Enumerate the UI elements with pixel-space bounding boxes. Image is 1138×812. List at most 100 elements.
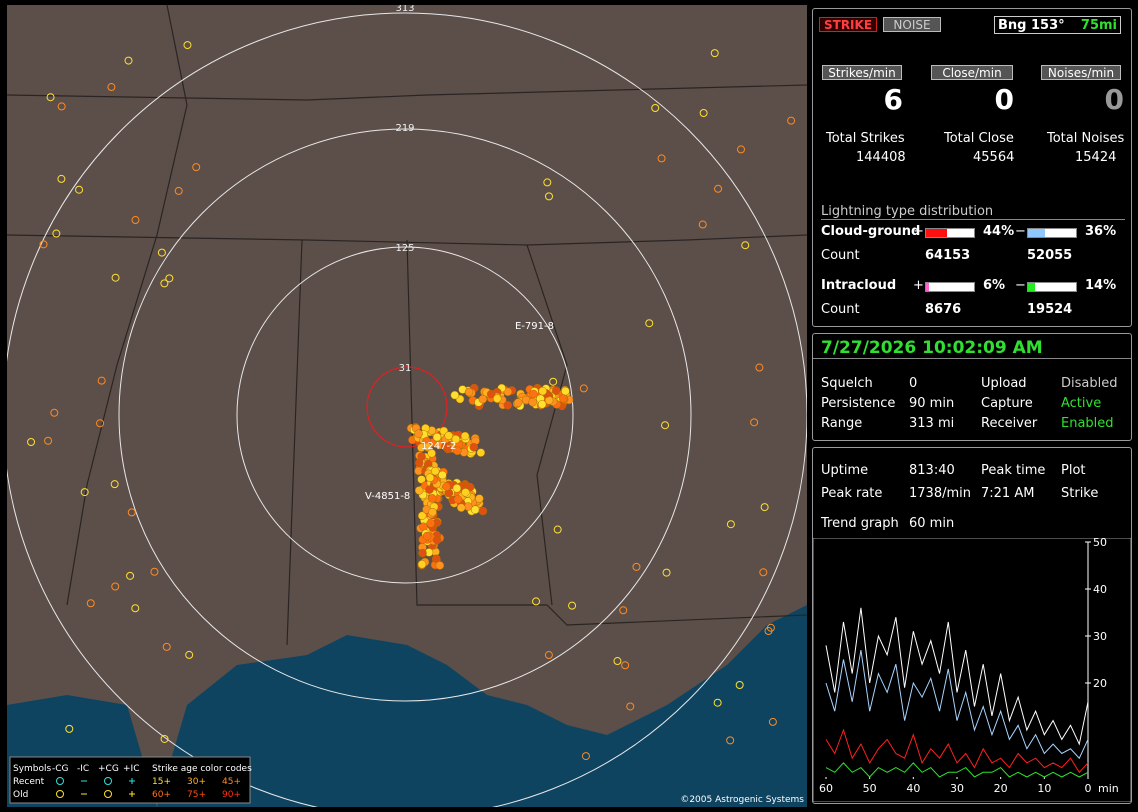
legend-box bbox=[9, 756, 251, 804]
rate-value: 6 bbox=[883, 83, 903, 116]
x-tick-label: 50 bbox=[863, 782, 877, 795]
strike-symbol bbox=[461, 488, 470, 497]
y-tick-label: 50 bbox=[1093, 538, 1107, 549]
strike-symbol bbox=[80, 488, 89, 497]
strike-symbol bbox=[431, 554, 441, 563]
map: 313 219 125 31 E-791-8 1247-2 V-4851-8 S… bbox=[7, 5, 807, 807]
cell-label: 1247-2 bbox=[421, 441, 456, 452]
x-tick-label: 40 bbox=[906, 782, 920, 795]
strike-symbol bbox=[476, 448, 486, 457]
rate-value: 0 bbox=[994, 83, 1014, 116]
strike-symbol bbox=[768, 717, 777, 726]
strike-symbol bbox=[741, 241, 750, 250]
strike-symbol bbox=[111, 582, 120, 591]
strike-symbol bbox=[736, 145, 745, 154]
strike-symbol bbox=[414, 486, 424, 495]
strike-symbol bbox=[27, 438, 36, 447]
strike-symbol bbox=[513, 398, 523, 407]
strike-symbol bbox=[538, 386, 547, 396]
strike-symbol bbox=[160, 279, 169, 288]
legend-text: 45+ bbox=[222, 777, 241, 787]
strike-symbol bbox=[544, 192, 553, 201]
strike-symbol bbox=[787, 116, 796, 125]
strike-symbol bbox=[417, 560, 427, 569]
state-borders bbox=[7, 5, 807, 646]
strike-button[interactable]: STRIKE bbox=[819, 17, 877, 32]
strike-symbol bbox=[432, 432, 442, 442]
strike-symbol bbox=[698, 220, 707, 229]
rate-label: Strikes/min bbox=[822, 65, 902, 80]
strike-symbol bbox=[39, 240, 48, 249]
count-label: Count bbox=[821, 248, 860, 263]
strike-symbol bbox=[549, 377, 558, 386]
strike-symbol bbox=[451, 434, 461, 444]
strike-symbol bbox=[699, 109, 708, 118]
total-value: 15424 bbox=[1075, 150, 1117, 165]
datetime: 7/27/2026 10:02:09 AM bbox=[821, 338, 1043, 358]
strike-symbol bbox=[613, 657, 622, 666]
trend-line bbox=[825, 650, 1089, 760]
ring-label: 219 bbox=[395, 123, 414, 134]
status-value: Disabled bbox=[1061, 376, 1118, 391]
strike-symbol bbox=[568, 601, 577, 610]
percent-bar bbox=[1027, 228, 1077, 238]
trend-line bbox=[825, 607, 1089, 746]
strike-symbol bbox=[46, 93, 55, 102]
ring-label: 313 bbox=[395, 5, 414, 14]
percent-fill bbox=[1028, 229, 1046, 237]
strike-symbol bbox=[428, 494, 437, 503]
status-label: Range bbox=[821, 416, 863, 431]
strike-symbol bbox=[52, 229, 61, 238]
trend-label: Trend graph bbox=[821, 516, 899, 531]
strike-symbol bbox=[432, 535, 442, 545]
legend-text: Symbols bbox=[13, 764, 52, 774]
bearing-box: Bng 153° 75mi bbox=[994, 16, 1121, 34]
strike-symbol bbox=[452, 484, 462, 493]
legend-text: -IC bbox=[77, 764, 89, 774]
strike-symbol bbox=[111, 273, 120, 282]
trend-chart: 20 30 40 50 60 50 40 30 20 10 0 min bbox=[813, 538, 1131, 802]
legend-text: 90+ bbox=[222, 790, 241, 800]
y-tick-label: 40 bbox=[1093, 583, 1107, 596]
rate-value: 0 bbox=[1104, 83, 1124, 116]
strike-symbol bbox=[97, 376, 106, 385]
percent-fill bbox=[926, 283, 929, 291]
x-tick-label: 30 bbox=[950, 782, 964, 795]
strike-symbol bbox=[414, 429, 423, 438]
sign: − bbox=[1015, 278, 1026, 293]
strike-symbol bbox=[537, 400, 547, 409]
distribution-title: Lightning type distribution bbox=[821, 204, 1125, 220]
strike-symbol bbox=[478, 394, 488, 404]
status-label: Capture bbox=[981, 396, 1033, 411]
strike-symbol bbox=[645, 319, 654, 328]
ring-label: 31 bbox=[399, 363, 412, 374]
strike-symbol bbox=[755, 363, 764, 372]
status-label: Squelch bbox=[821, 376, 873, 391]
strike-symbol bbox=[735, 680, 744, 689]
strike-symbol bbox=[619, 606, 628, 615]
strike-symbol bbox=[486, 389, 496, 399]
status-value: Active bbox=[1061, 396, 1102, 411]
strike-symbol bbox=[50, 408, 59, 417]
type-name: Cloud-ground bbox=[821, 224, 921, 239]
percent: 14% bbox=[1085, 278, 1117, 293]
strike-symbol bbox=[464, 387, 474, 397]
total-label: Total Close bbox=[944, 131, 1014, 146]
strike-cluster bbox=[27, 41, 796, 761]
strike-symbol bbox=[528, 398, 537, 407]
status-panel: 7/27/2026 10:02:09 AM Squelch 0 Upload Disa… bbox=[812, 333, 1132, 441]
strike-symbol bbox=[621, 661, 630, 670]
chart-frame bbox=[813, 538, 1131, 802]
strike-symbol bbox=[492, 394, 502, 403]
strike-symbol bbox=[444, 431, 453, 440]
status-value: Enabled bbox=[1061, 416, 1114, 431]
ring-label: 125 bbox=[395, 243, 414, 254]
legend-text: Old bbox=[13, 790, 28, 800]
x-axis-label: min bbox=[1098, 782, 1119, 795]
legend: Symbols -CG -IC +CG +IC Strike age color… bbox=[9, 756, 252, 804]
status-label: Upload bbox=[981, 376, 1027, 391]
strike-symbol bbox=[75, 185, 84, 194]
noise-button[interactable]: NOISE bbox=[883, 17, 941, 32]
percent: 6% bbox=[983, 278, 1006, 293]
